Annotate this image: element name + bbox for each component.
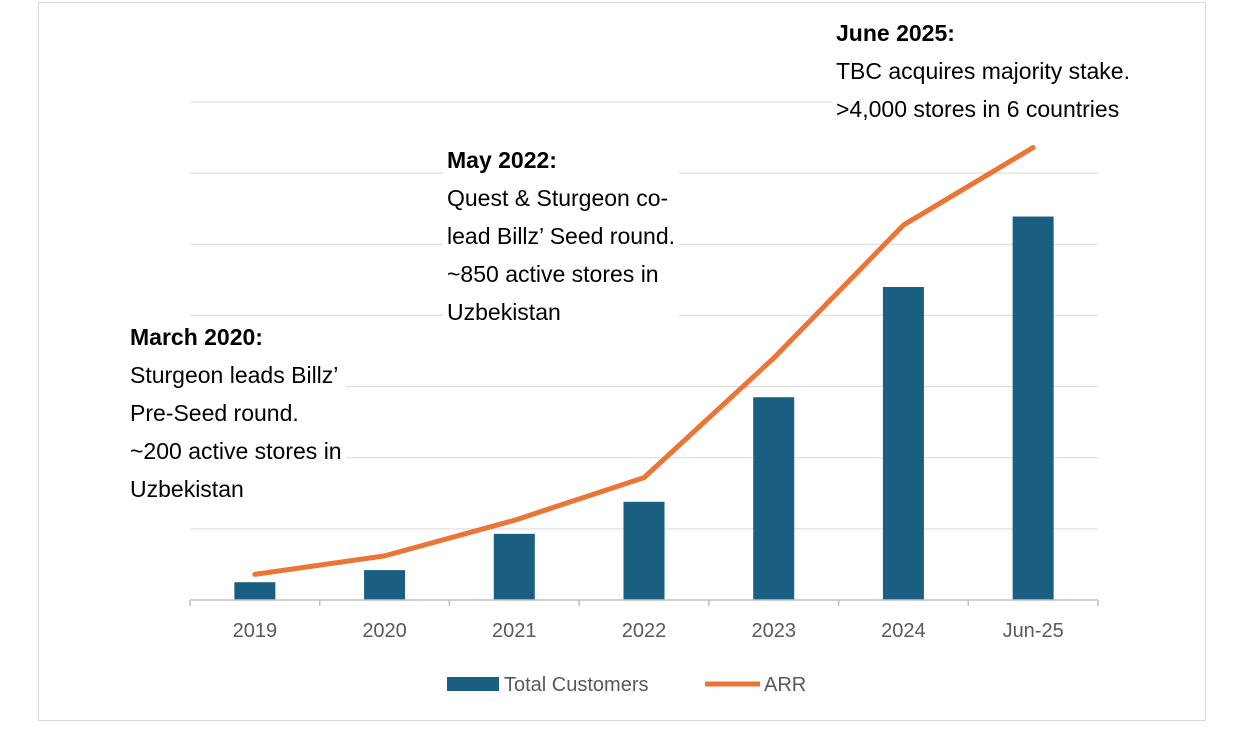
line-series — [252, 145, 1036, 577]
bar-2024 — [882, 286, 924, 600]
annotation-may-2022-line: Uzbekistan — [447, 299, 561, 325]
annotation-march-2020-line: Uzbekistan — [130, 476, 244, 502]
annotation-june-2025: June 2025: TBC acquires majority stake. … — [832, 14, 1134, 128]
legend-label-arr: ARR — [764, 674, 806, 696]
annotation-may-2022-title: May 2022: — [447, 147, 557, 173]
x-tick-label-2020: 2020 — [362, 620, 407, 642]
annotation-march-2020-line: Sturgeon leads Billz’ — [130, 362, 339, 388]
legend: Total Customers ARR — [447, 674, 806, 696]
annotation-may-2022-line: Quest & Sturgeon co- — [447, 185, 669, 211]
bar-2020 — [364, 570, 406, 600]
annotation-june-2025-line: TBC acquires majority stake. — [836, 58, 1130, 84]
bar-2023 — [753, 397, 795, 600]
legend-label-total-customers: Total Customers — [504, 674, 649, 696]
legend-swatch-total-customers — [447, 677, 499, 691]
annotation-may-2022: May 2022: Quest & Sturgeon co- lead Bill… — [443, 141, 680, 331]
x-tick-label-2023: 2023 — [751, 620, 796, 642]
annotation-march-2020-title: March 2020: — [130, 324, 263, 350]
x-tick-label-2021: 2021 — [492, 620, 537, 642]
arr-line — [252, 145, 1036, 577]
annotation-march-2020-line: Pre-Seed round. — [130, 400, 299, 426]
x-tick-label-2022: 2022 — [622, 620, 667, 642]
annotation-may-2022-line: lead Billz’ Seed round. — [447, 223, 676, 249]
bar-2021 — [493, 533, 535, 600]
annotation-march-2020-line: ~200 active stores in — [130, 438, 342, 464]
bar-2019 — [234, 582, 276, 600]
x-tick-label-2024: 2024 — [881, 620, 926, 642]
chart-frame — [38, 2, 1206, 721]
bar-jun-25 — [1012, 216, 1054, 601]
annotation-march-2020: March 2020: Sturgeon leads Billz’ Pre-Se… — [126, 318, 346, 508]
bar-2022 — [623, 501, 665, 600]
annotation-june-2025-title: June 2025: — [836, 20, 955, 46]
bar-series — [234, 216, 1054, 601]
x-tick-label-2019: 2019 — [233, 620, 278, 642]
x-tick-label-jun-25: Jun-25 — [1003, 620, 1064, 642]
annotation-june-2025-line: >4,000 stores in 6 countries — [836, 96, 1120, 122]
x-axis: 2019 2020 2021 2022 2023 2024 Jun-25 — [189, 599, 1099, 642]
annotation-may-2022-line: ~850 active stores in — [447, 261, 659, 287]
